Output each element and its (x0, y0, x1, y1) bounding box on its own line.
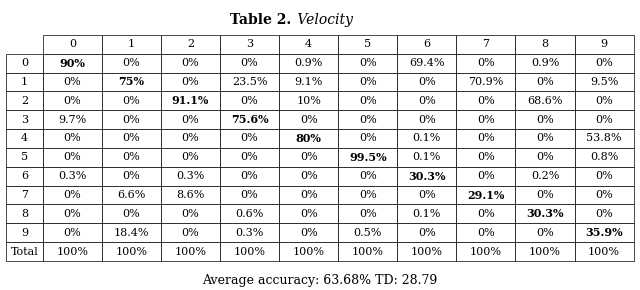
Text: Table 2.: Table 2. (230, 13, 291, 27)
Text: Velocity: Velocity (293, 13, 353, 27)
Text: Average accuracy: 63.68% TD: 28.79: Average accuracy: 63.68% TD: 28.79 (202, 274, 438, 287)
